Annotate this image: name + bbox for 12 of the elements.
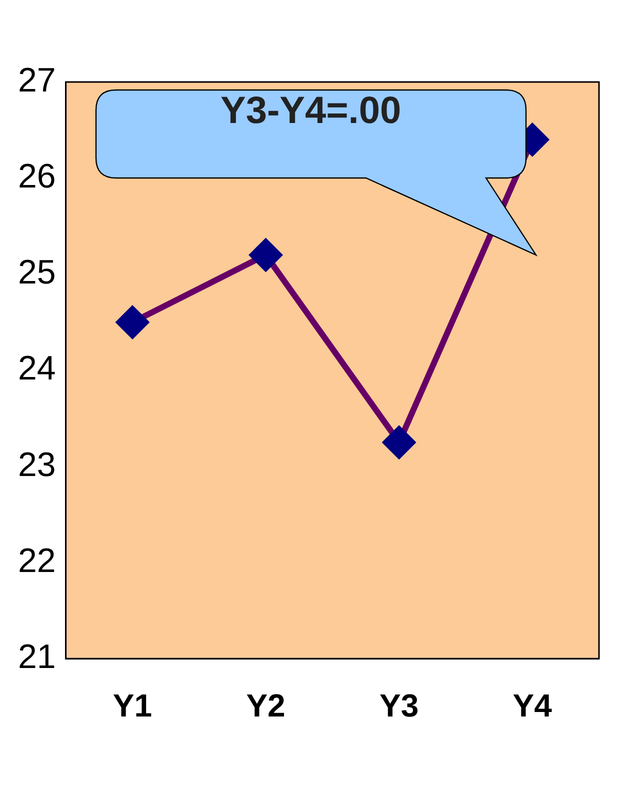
- x-tick-label: Y3: [379, 688, 419, 724]
- x-tick-label: Y1: [112, 688, 152, 724]
- x-tick-label: Y2: [246, 688, 286, 724]
- y-tick-label: 22: [18, 542, 56, 580]
- x-tick-label: Y4: [512, 688, 552, 724]
- y-tick-label: 21: [18, 638, 56, 676]
- y-tick-label: 23: [18, 446, 56, 484]
- y-tick-label: 27: [18, 61, 56, 100]
- y-tick-label: 25: [18, 254, 56, 292]
- y-tick-label: 24: [18, 350, 56, 388]
- annotation: Y3-Y4=.00: [219, 90, 402, 134]
- y-tick-label: 26: [18, 157, 56, 196]
